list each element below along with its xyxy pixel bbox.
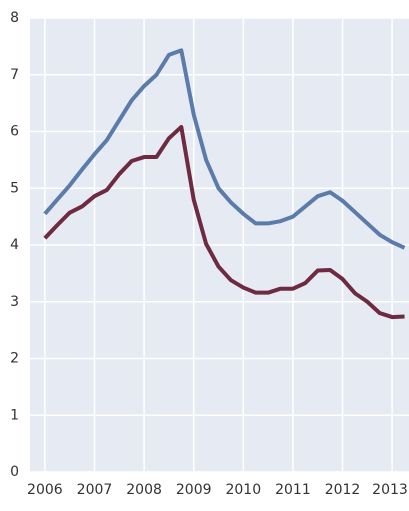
series-line	[43, 124, 405, 320]
y-tick-label: 4	[10, 237, 19, 253]
x-tick-label: 2009	[176, 482, 212, 498]
series-line	[43, 48, 406, 250]
x-tick-label: 2012	[325, 482, 361, 498]
y-tick-label: 0	[10, 464, 19, 480]
x-tick-label: 2007	[77, 482, 113, 498]
y-tick-label: 6	[10, 124, 19, 140]
y-tick-label: 5	[10, 180, 19, 196]
y-tick-label: 1	[10, 407, 19, 423]
y-tick-label: 3	[10, 294, 19, 310]
x-tick-label: 2010	[225, 482, 261, 498]
y-tick-label: 7	[10, 67, 19, 83]
x-tick-label: 2008	[126, 482, 162, 498]
x-tick-label: 2013	[372, 482, 408, 498]
y-tick-label: 8	[10, 10, 19, 26]
x-tick-label: 2006	[27, 482, 63, 498]
x-tick-label: 2011	[275, 482, 311, 498]
y-tick-label: 2	[10, 351, 19, 367]
